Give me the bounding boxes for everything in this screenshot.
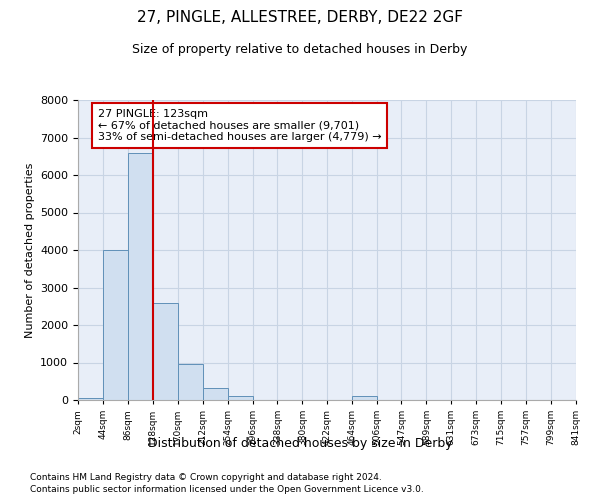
Bar <box>78 398 103 400</box>
Text: Size of property relative to detached houses in Derby: Size of property relative to detached ho… <box>133 42 467 56</box>
Bar <box>352 396 377 400</box>
Y-axis label: Number of detached properties: Number of detached properties <box>25 162 35 338</box>
Bar <box>178 364 203 400</box>
Text: 27 PINGLE: 123sqm
← 67% of detached houses are smaller (9,701)
33% of semi-detac: 27 PINGLE: 123sqm ← 67% of detached hous… <box>98 109 382 142</box>
Text: Contains public sector information licensed under the Open Government Licence v3: Contains public sector information licen… <box>30 486 424 494</box>
Bar <box>203 388 227 400</box>
Text: Distribution of detached houses by size in Derby: Distribution of detached houses by size … <box>148 438 452 450</box>
Text: 27, PINGLE, ALLESTREE, DERBY, DE22 2GF: 27, PINGLE, ALLESTREE, DERBY, DE22 2GF <box>137 10 463 25</box>
Text: Contains HM Land Registry data © Crown copyright and database right 2024.: Contains HM Land Registry data © Crown c… <box>30 473 382 482</box>
Bar <box>227 396 253 400</box>
Bar <box>128 152 153 400</box>
Bar <box>153 302 178 400</box>
Bar <box>103 250 128 400</box>
